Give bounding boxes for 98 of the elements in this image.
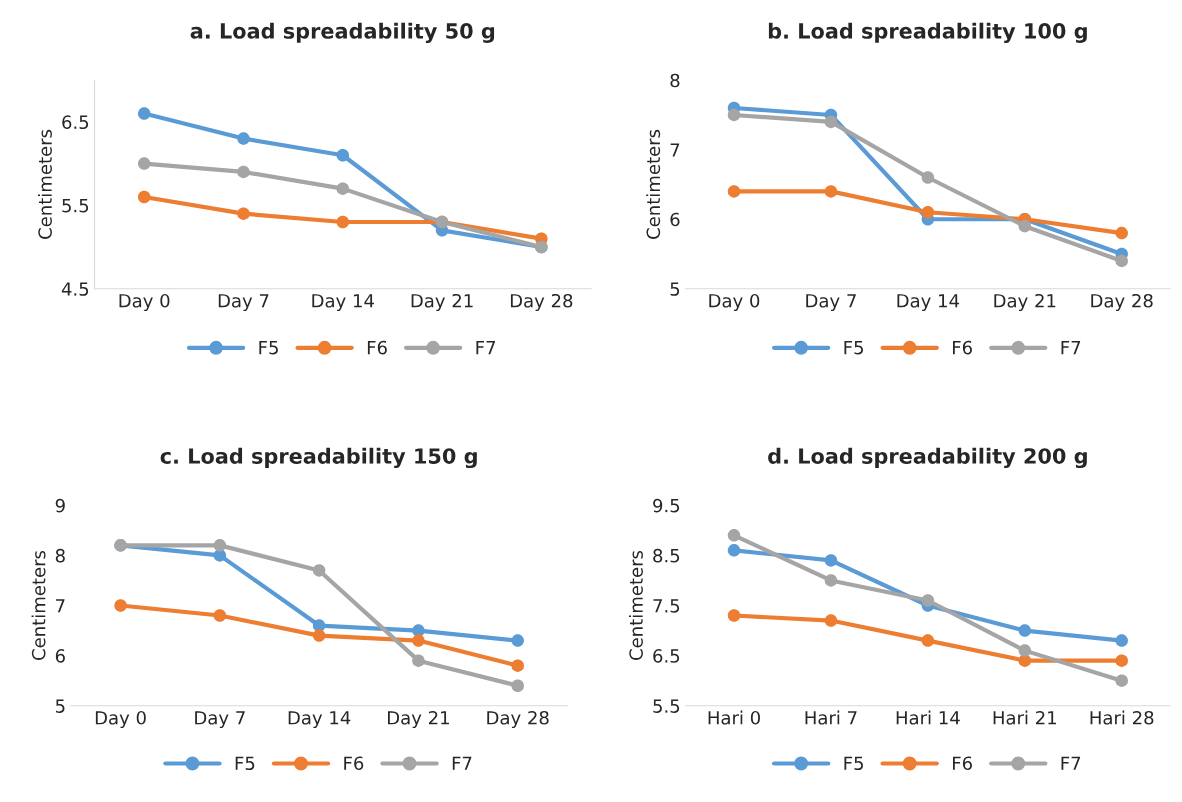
point bbox=[727, 609, 741, 622]
y-tick-label: 6 bbox=[670, 212, 680, 227]
x-tick-label: Day 14 bbox=[312, 294, 374, 312]
legend-label: F7 bbox=[452, 756, 472, 770]
x-tick-label: Day 28 bbox=[510, 293, 573, 312]
point bbox=[213, 609, 227, 622]
y-tick-label: 7 bbox=[670, 143, 680, 157]
x-tick-label: Day 0 bbox=[119, 293, 170, 312]
point bbox=[727, 185, 741, 198]
x-tick-label: Hari 21 bbox=[993, 710, 1057, 725]
y-tick-label: 7 bbox=[56, 599, 65, 613]
y-axis-title: Centimeters bbox=[628, 550, 643, 660]
legend-label: F5 bbox=[844, 340, 863, 355]
point bbox=[727, 108, 741, 122]
point bbox=[1115, 254, 1128, 268]
legend-label: F7 bbox=[476, 340, 496, 355]
x-tick-label: Day 21 bbox=[388, 710, 449, 729]
point bbox=[824, 115, 838, 129]
y-tick-label: 5 bbox=[55, 699, 65, 713]
legend-label: F6 bbox=[953, 340, 972, 355]
x-tick-label: Hari 0 bbox=[708, 710, 760, 725]
y-tick-label: 8 bbox=[670, 73, 680, 88]
x-tick-label: Hari 28 bbox=[1090, 710, 1154, 725]
legend-label: F7 bbox=[1061, 340, 1081, 355]
point bbox=[824, 554, 838, 567]
point bbox=[137, 107, 151, 120]
legend-label: F6 bbox=[344, 756, 364, 771]
point bbox=[921, 171, 935, 184]
y-tick-label: 6.5 bbox=[62, 115, 89, 130]
point bbox=[237, 132, 250, 145]
point bbox=[727, 529, 741, 542]
y-tick-label: 5.5 bbox=[653, 699, 680, 713]
x-tick-label: Day 14 bbox=[897, 294, 960, 312]
point bbox=[137, 190, 151, 204]
point bbox=[237, 207, 250, 220]
y-tick-label: 8 bbox=[55, 548, 65, 563]
point bbox=[921, 634, 935, 647]
point bbox=[336, 149, 350, 162]
point bbox=[1115, 634, 1128, 647]
chart-title: c. Load spreadability 150 g bbox=[160, 447, 477, 469]
y-axis-title: Centimeters bbox=[37, 129, 52, 239]
point bbox=[412, 634, 425, 647]
legend-label: F5 bbox=[235, 756, 255, 771]
point bbox=[312, 629, 326, 642]
chart-title: a. Load spreadability 50 g bbox=[190, 22, 495, 44]
x-tick-label: Day 21 bbox=[994, 293, 1056, 312]
y-axis-title: Centimeters bbox=[31, 550, 46, 660]
point bbox=[921, 206, 935, 219]
y-tick-label: 4.5 bbox=[61, 282, 89, 296]
point bbox=[824, 574, 838, 587]
point bbox=[312, 564, 326, 577]
y-tick-label: 9.5 bbox=[653, 498, 680, 513]
chart-title: d. Load spreadability 200 g bbox=[768, 447, 1087, 469]
x-tick-label: Day 28 bbox=[1091, 293, 1153, 312]
legend-label: F6 bbox=[953, 756, 972, 771]
point bbox=[511, 659, 524, 672]
x-tick-label: Day 7 bbox=[195, 711, 245, 729]
legend-label: F6 bbox=[367, 340, 387, 355]
legend-label: F5 bbox=[844, 756, 863, 771]
point bbox=[137, 157, 151, 170]
point bbox=[213, 539, 227, 552]
x-tick-label: Day 0 bbox=[709, 293, 760, 312]
point bbox=[237, 165, 250, 179]
y-tick-label: 7.5 bbox=[653, 599, 680, 613]
x-tick-label: Day 7 bbox=[806, 294, 856, 312]
point bbox=[412, 654, 425, 667]
legend-label: F7 bbox=[1061, 756, 1081, 770]
point bbox=[336, 182, 350, 195]
y-tick-label: 5.5 bbox=[62, 199, 89, 213]
y-tick-label: 9 bbox=[55, 498, 65, 513]
y-tick-label: 6.5 bbox=[653, 649, 680, 663]
point bbox=[824, 185, 838, 198]
point bbox=[1018, 219, 1032, 233]
y-tick-label: 6 bbox=[55, 649, 65, 663]
chart-title: b. Load spreadability 100 g bbox=[768, 22, 1087, 44]
x-tick-label: Day 21 bbox=[411, 293, 473, 312]
x-tick-label: Day 0 bbox=[95, 710, 146, 729]
point bbox=[1018, 624, 1032, 637]
x-tick-label: Day 28 bbox=[487, 710, 549, 729]
point bbox=[114, 599, 127, 612]
point bbox=[824, 614, 838, 627]
point bbox=[511, 679, 524, 692]
x-tick-label: Hari 7 bbox=[805, 710, 857, 725]
point bbox=[511, 634, 524, 647]
point bbox=[921, 594, 935, 607]
point bbox=[1115, 654, 1128, 667]
point bbox=[1115, 674, 1128, 687]
y-axis-title: Centimeters bbox=[646, 129, 661, 239]
x-tick-label: Day 14 bbox=[288, 711, 351, 729]
y-tick-label: 8.5 bbox=[653, 548, 680, 563]
point bbox=[1018, 644, 1032, 657]
point bbox=[336, 215, 350, 229]
legend-label: F5 bbox=[259, 340, 278, 355]
x-tick-label: Day 7 bbox=[218, 294, 269, 312]
point bbox=[727, 544, 741, 557]
x-tick-label: Hari 14 bbox=[896, 710, 960, 725]
y-tick-label: 5 bbox=[670, 282, 680, 296]
point bbox=[1115, 226, 1128, 240]
